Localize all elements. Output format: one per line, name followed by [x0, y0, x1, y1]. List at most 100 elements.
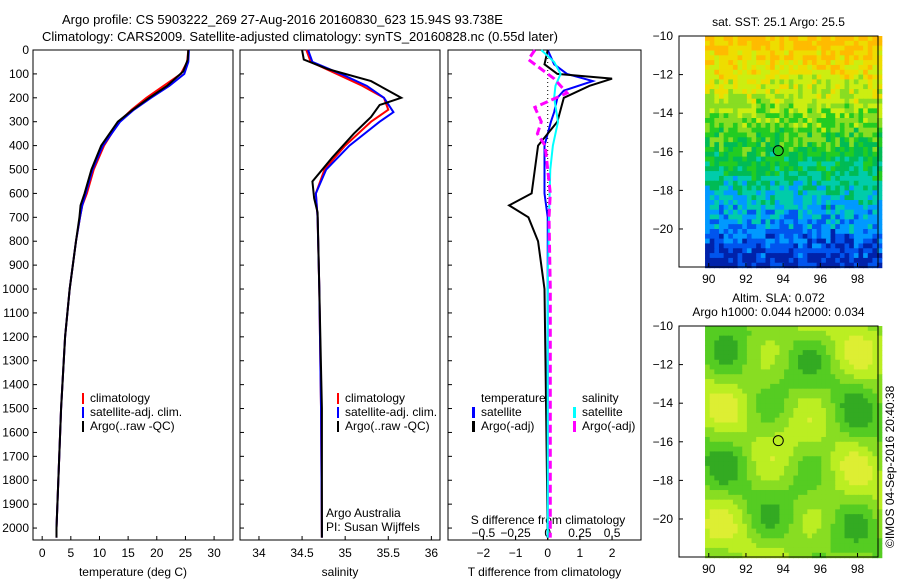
map-cell [765, 451, 771, 457]
map-cell [756, 461, 762, 467]
map-cell [853, 156, 860, 163]
map-cell [816, 494, 822, 501]
map-cell [811, 528, 818, 535]
map-cell [760, 248, 767, 254]
map-cell [770, 98, 776, 105]
map-cell [742, 543, 748, 549]
map-cell [839, 55, 846, 61]
map-cell [821, 485, 827, 491]
map-cell [793, 364, 799, 371]
map-cell [732, 383, 739, 390]
map-cell [718, 55, 725, 61]
map-cell [825, 200, 832, 206]
map-cell [774, 137, 781, 143]
map-cell [877, 228, 883, 235]
map-cell [830, 200, 836, 206]
map-cell [751, 364, 757, 371]
map-cell [779, 64, 785, 71]
map-cell [723, 422, 729, 428]
map-cell [811, 262, 818, 269]
map-cell [788, 122, 794, 129]
map-cell [760, 171, 767, 177]
map-cell [867, 209, 874, 216]
map-cell [770, 379, 776, 385]
map-cell [858, 374, 864, 380]
map-cell [728, 354, 734, 361]
map-cell [737, 475, 743, 481]
map-cell [774, 533, 781, 539]
map-cell [714, 514, 720, 520]
map-cell [705, 451, 711, 457]
map-cell [770, 470, 776, 477]
map-cell [853, 436, 860, 443]
map-cell [839, 262, 846, 269]
map-cell [872, 393, 878, 399]
map-cell [746, 113, 753, 119]
map-cell [709, 552, 715, 559]
map-cell [802, 374, 808, 380]
map-cell [853, 45, 860, 52]
map-cell [839, 257, 846, 264]
map-cell [732, 195, 739, 201]
map-cell [774, 156, 781, 163]
map-cell [728, 403, 734, 409]
map-cell [839, 340, 846, 346]
map-cell [863, 166, 869, 172]
map-cell [732, 552, 739, 559]
map-cell [709, 350, 715, 356]
map-cell [877, 204, 883, 211]
map-cell [779, 74, 785, 81]
map-cell [774, 214, 781, 220]
map-cell [760, 185, 767, 191]
map-cell [793, 55, 799, 61]
map-cell [844, 379, 850, 385]
map-cell [742, 427, 748, 433]
map-cell [844, 398, 850, 404]
map-cell [825, 195, 832, 201]
map-cell [709, 248, 715, 254]
map-cell [718, 480, 725, 486]
map-cell [849, 330, 855, 337]
map-cell [760, 335, 767, 342]
map-cell [802, 514, 808, 520]
map-cell [802, 209, 808, 216]
map-cell [858, 190, 864, 196]
map-cell [835, 470, 841, 477]
map-cell [863, 74, 869, 81]
map-cell [779, 127, 785, 134]
map-cell [863, 523, 869, 530]
map-cell [770, 190, 776, 196]
map-cell [858, 528, 864, 535]
map-cell [723, 432, 729, 438]
map-cell [807, 50, 813, 56]
map-cell [746, 79, 753, 85]
map-cell [709, 417, 715, 424]
map-cell [742, 151, 748, 158]
map-cell [798, 55, 804, 61]
map-cell [788, 93, 794, 100]
map-cell [746, 374, 753, 380]
map-cell [825, 326, 832, 332]
map-cell [784, 480, 790, 486]
map-cell [858, 490, 864, 496]
map-cell [877, 456, 883, 462]
map-cell [872, 79, 878, 85]
map-cell [709, 214, 715, 220]
map-cell [732, 200, 739, 206]
map-cell [793, 470, 799, 477]
map-cell [774, 228, 781, 235]
map-cell [718, 412, 725, 419]
map-cell [816, 69, 822, 76]
map-cell [714, 248, 720, 254]
map-cell [779, 432, 785, 438]
map-cell [779, 98, 785, 105]
map-cell [830, 219, 836, 225]
map-cell [714, 175, 720, 182]
map-cell [718, 383, 725, 390]
map-cell [816, 108, 822, 114]
map-cell [835, 50, 841, 56]
map-cell [714, 118, 720, 124]
map-cell [793, 374, 799, 380]
map-cell [723, 369, 729, 375]
map-cell [774, 436, 781, 443]
